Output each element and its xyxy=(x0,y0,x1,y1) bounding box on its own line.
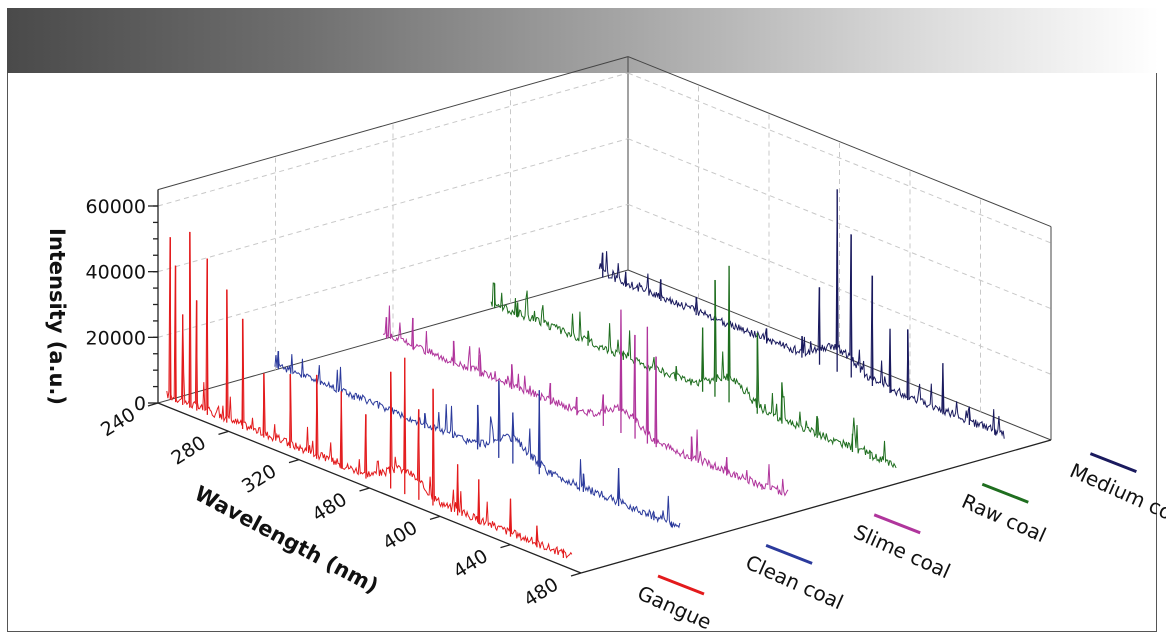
side-wall-top-edge xyxy=(157,56,629,191)
x-tick-label: 480 xyxy=(308,488,350,526)
legend-label-medium-coal: Medium coal xyxy=(1066,458,1166,532)
x-tick-mark xyxy=(429,515,441,520)
back-wall-top-edge xyxy=(627,56,1052,228)
depth-axis-line xyxy=(580,439,1052,574)
x-tick-label: 400 xyxy=(379,517,421,555)
y-tick-label: 60000 xyxy=(86,196,146,218)
series-line-raw-coal xyxy=(490,265,897,469)
legend-label-raw-coal: Raw coal xyxy=(958,489,1050,547)
y-axis-title: Intensity (a.u.) xyxy=(45,228,69,405)
legend-label-gangue: Gangue xyxy=(634,581,715,635)
series-line-medium-coal xyxy=(598,189,1005,439)
y-tick-label: 20000 xyxy=(86,327,146,349)
x-axis-title: Wavelength (nm) xyxy=(191,481,383,598)
x-tick-label: 480 xyxy=(520,573,562,611)
grid-line xyxy=(627,72,1052,244)
x-tick-mark xyxy=(288,459,300,464)
legend-swatch xyxy=(873,513,921,535)
x-tick-mark xyxy=(359,487,370,492)
legend-label-clean-coal: Clean coal xyxy=(742,550,847,614)
grid-line xyxy=(627,203,1052,375)
x-tick-mark xyxy=(218,430,229,435)
series-layer xyxy=(166,189,1005,559)
grid-layer xyxy=(157,56,1052,441)
grid-line xyxy=(627,138,1052,310)
header-banner xyxy=(7,8,1159,73)
legend-swatch xyxy=(1089,452,1137,474)
x-tick-mark xyxy=(570,572,582,577)
grid-line xyxy=(157,138,629,273)
x-tick-label: 280 xyxy=(167,432,209,470)
legend-swatch xyxy=(981,482,1029,504)
series-line-slime-coal xyxy=(382,305,789,497)
x-tick-label: 440 xyxy=(449,545,491,583)
legend-swatch xyxy=(765,544,813,565)
y-tick-label: 40000 xyxy=(86,262,146,284)
legend-swatch xyxy=(657,574,705,596)
legend-label-slime-coal: Slime coal xyxy=(850,519,954,583)
x-tick-label: 320 xyxy=(238,460,280,498)
grid-line xyxy=(157,72,629,207)
y-tick-label: 0 xyxy=(134,393,146,415)
series-line-clean-coal xyxy=(274,350,681,529)
series-line-gangue xyxy=(166,231,573,559)
x-tick-mark xyxy=(500,544,511,549)
figure-frame xyxy=(7,73,1157,632)
